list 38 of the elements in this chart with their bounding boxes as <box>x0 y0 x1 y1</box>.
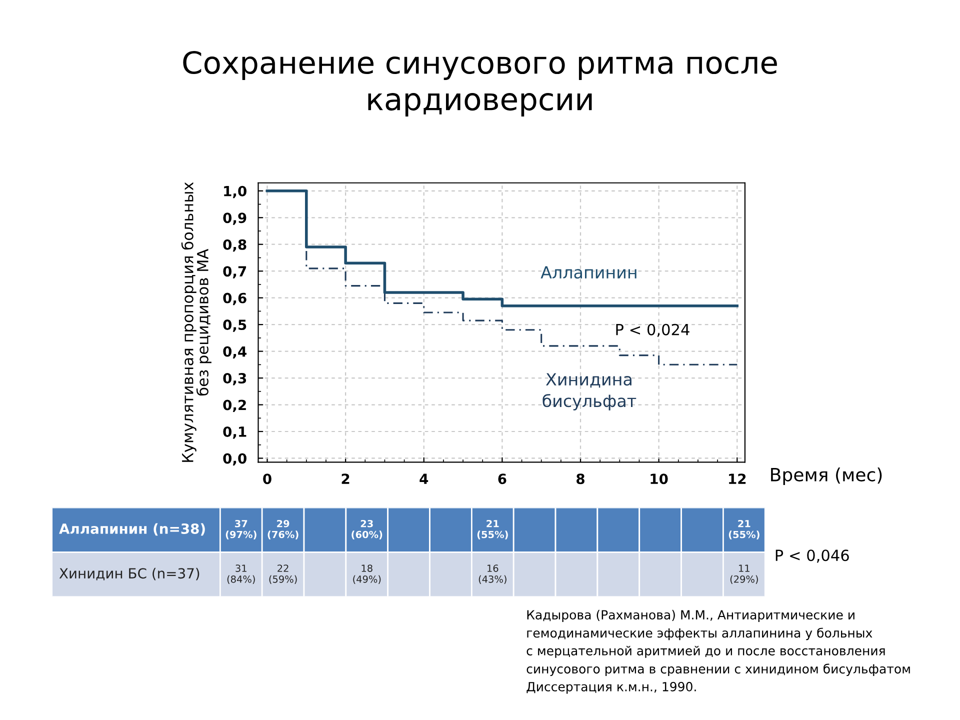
x-tick-label: 2 <box>342 474 350 484</box>
text: 37 (97%) <box>226 520 256 540</box>
y-tick-label: 0,4 <box>223 346 246 359</box>
x-tick-label: 0 <box>263 474 272 484</box>
series-label: Аллапинин <box>540 266 636 279</box>
category-label: Хинидин БС (n=37) <box>59 568 200 580</box>
y-tick-label: 0,0 <box>223 453 246 466</box>
category-label: Аллапинин (n=38) <box>59 523 205 536</box>
text: 21 (55%) <box>728 520 760 540</box>
x-tick-label: 4 <box>420 474 428 484</box>
annotation: P < 0,024 <box>616 324 690 337</box>
text: 31 (84%) <box>227 564 255 584</box>
text: 16 (43%) <box>478 564 506 584</box>
x-tick-label: 6 <box>498 474 506 484</box>
y-tick-label: 0,9 <box>223 212 246 225</box>
y-tick-label: 0,2 <box>223 400 246 412</box>
y-tick-label: 0,6 <box>223 292 246 306</box>
y-tick-label: 0,1 <box>223 426 246 439</box>
text: 23 (60%) <box>352 520 382 540</box>
y-tick-label: 0,8 <box>223 239 246 252</box>
text: Кадырова (Рахманова) М.М., Антиаритмические и гемодинамические эффекты аллапинина у больных с мерцательной аритмией до и после восстановления синусового ритма в сравнении с хинидином бисульфатом Диссертация к.м.н., 1990. <box>526 610 910 694</box>
text: 21 (55%) <box>477 520 508 540</box>
text: P < 0,046 <box>776 550 849 563</box>
text: 29 (76%) <box>268 520 298 540</box>
x-tick-label: 12 <box>729 474 746 484</box>
x-tick-label: 8 <box>576 474 584 484</box>
text: 18 (49%) <box>353 564 381 584</box>
text: 22 (59%) <box>269 564 297 584</box>
x-axis-title: Время (мес) <box>771 467 882 485</box>
series-label: Хинидина бисульфат <box>542 373 636 410</box>
y-axis-title: Кумулятивная пропорция больных без рецидивов МА <box>181 182 212 462</box>
chart-title: Сохранение синусового ритма после кардиоверсии <box>183 50 777 117</box>
y-tick-label: 0,3 <box>223 373 246 386</box>
y-tick-label: 1,0 <box>224 186 246 198</box>
x-tick-label: 10 <box>650 474 668 484</box>
text: 11 (29%) <box>730 564 758 584</box>
y-tick-label: 0,7 <box>223 266 246 278</box>
y-tick-label: 0,5 <box>223 320 246 332</box>
